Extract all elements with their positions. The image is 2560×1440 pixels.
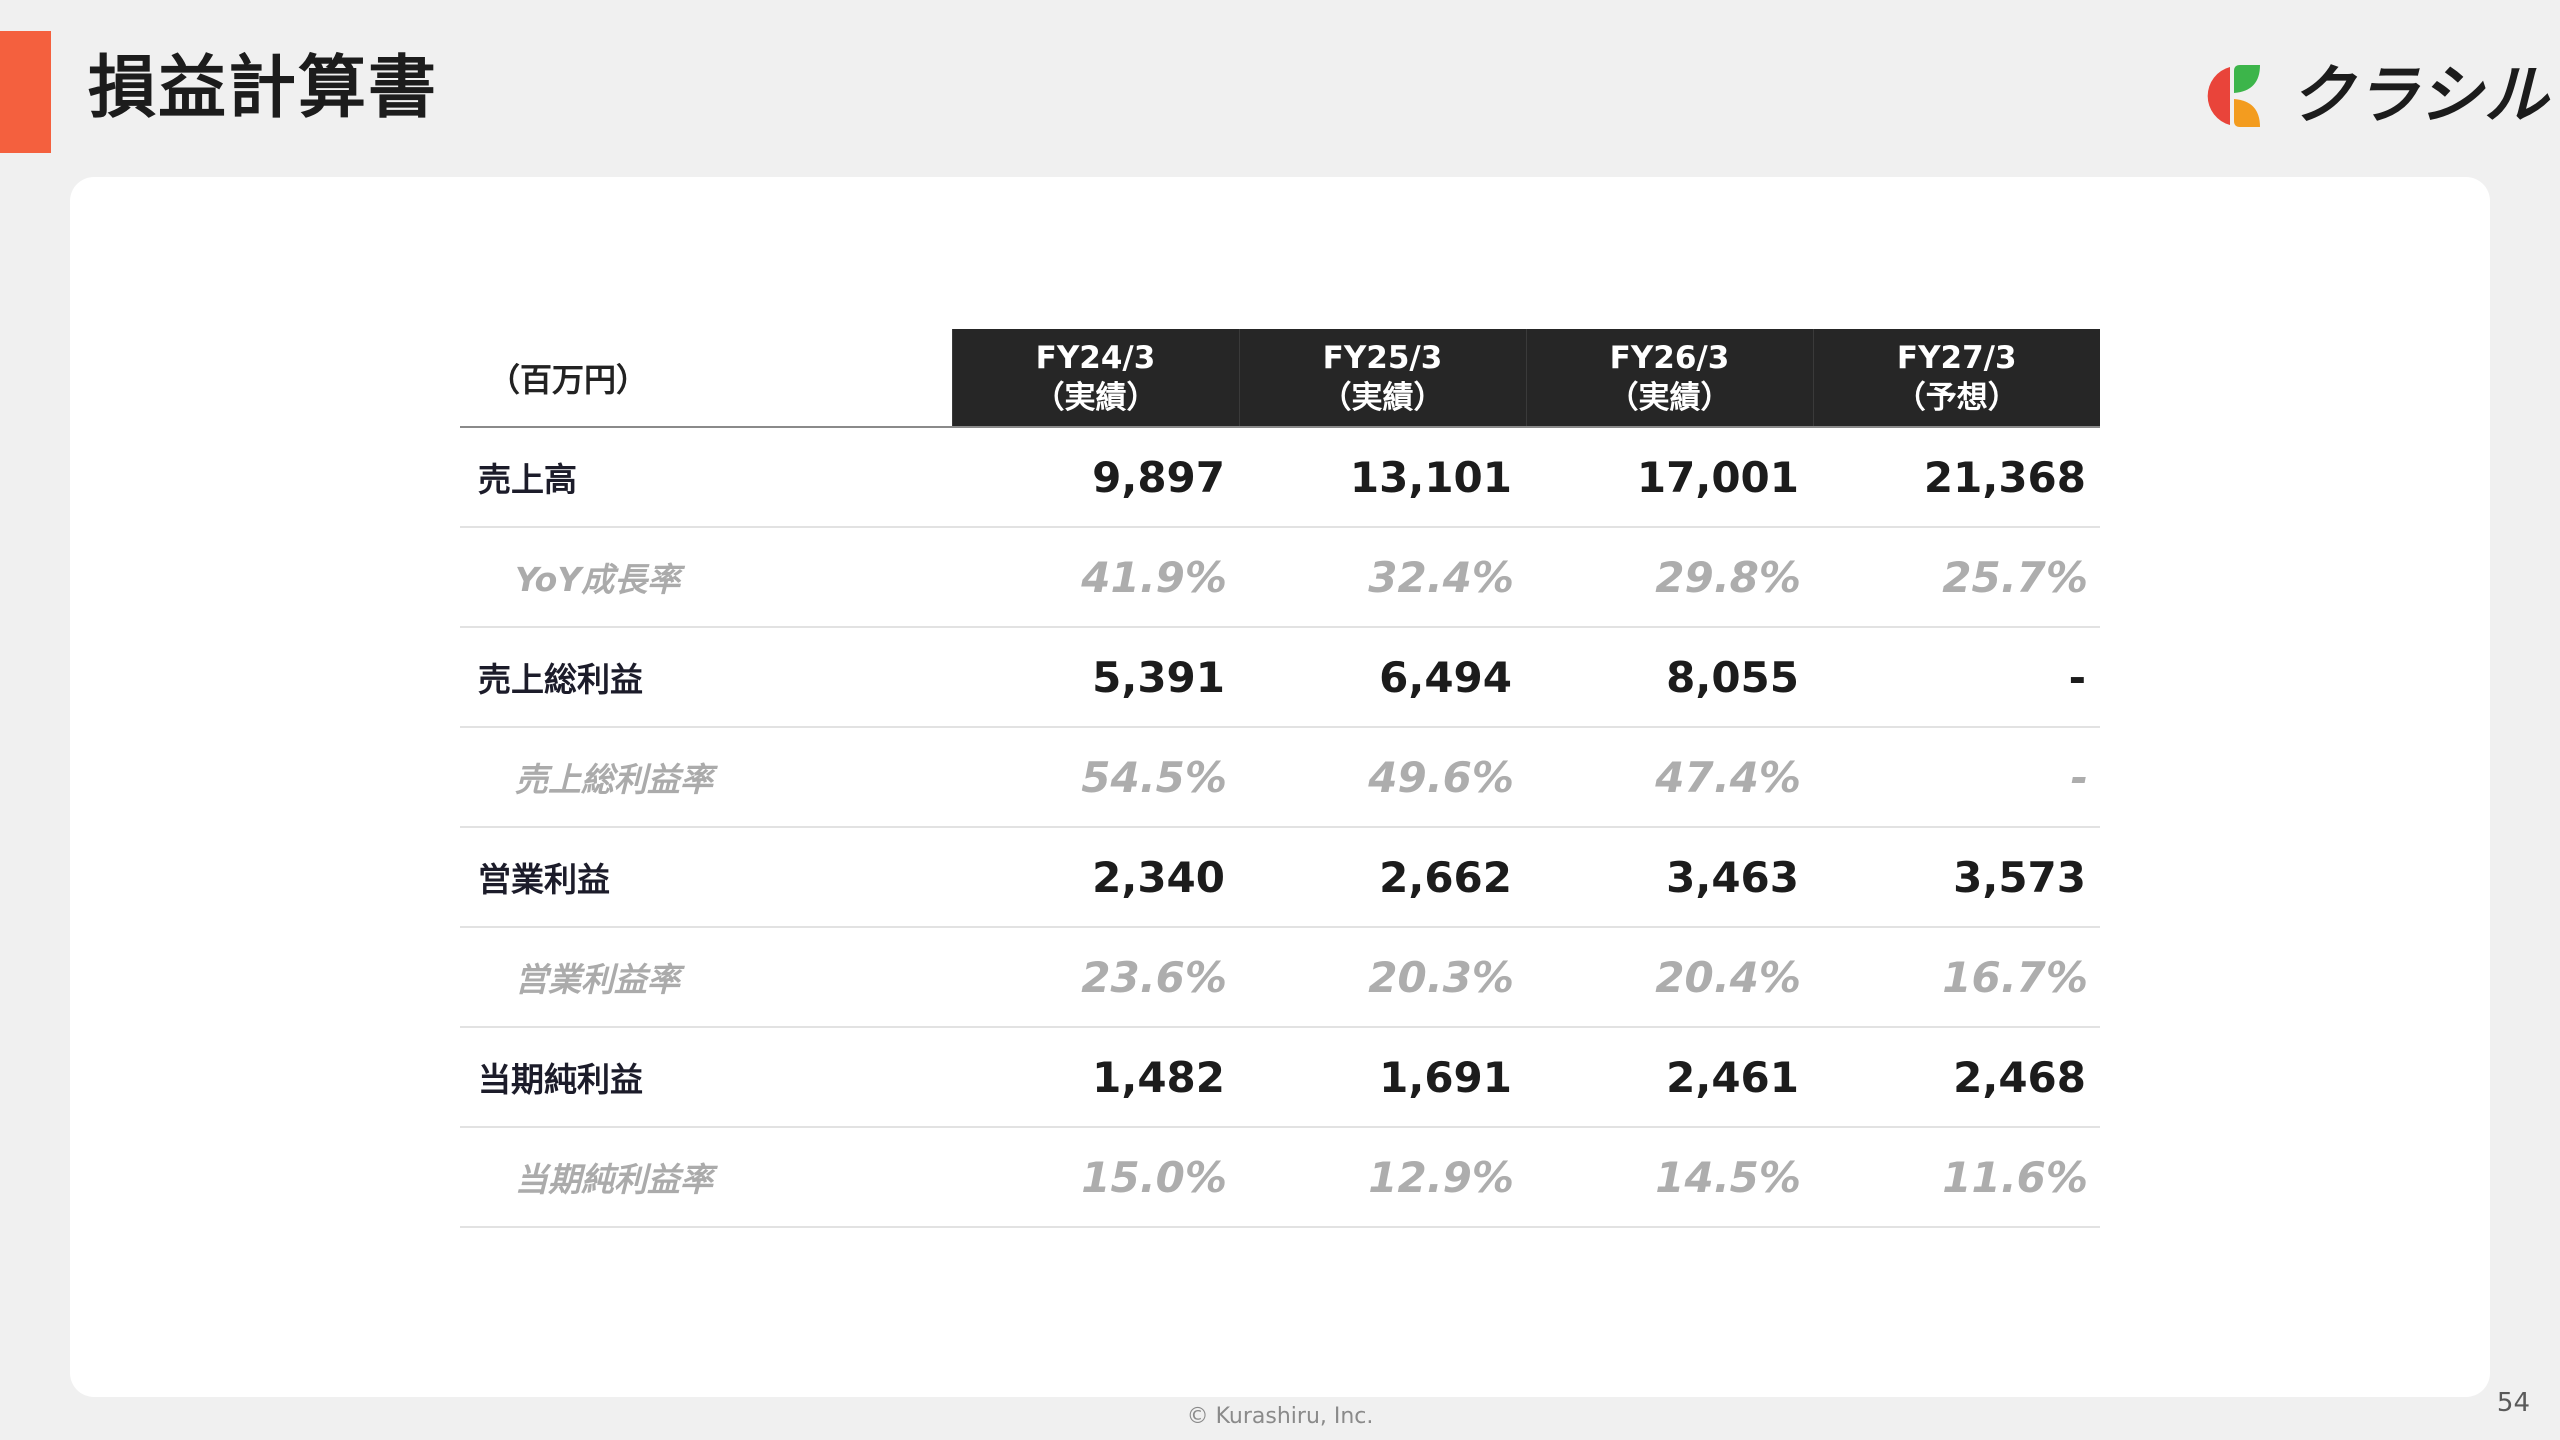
- table-cell: 47.4%: [1526, 727, 1813, 828]
- column-header: FY24/3 （実績）: [951, 329, 1239, 428]
- table-cell: 8,055: [1526, 627, 1813, 728]
- column-period: FY24/3: [1035, 339, 1156, 376]
- kurashiru-k-icon: [2207, 65, 2260, 127]
- income-statement-table: （百万円） FY24/3 （実績） FY25/3 （実績） FY26/3 （実績…: [460, 329, 2100, 1228]
- table-cell: 13,101: [1239, 427, 1526, 528]
- table-cell: 2,662: [1239, 827, 1526, 928]
- row-label: 売上高: [460, 427, 952, 528]
- table-cell: 15.0%: [952, 1127, 1239, 1228]
- kurashiru-logo: クラシル: [2196, 56, 2549, 136]
- table-cell: 5,391: [952, 627, 1239, 728]
- table-row: 営業利益 2,340 2,662 3,463 3,573: [460, 827, 2100, 928]
- row-label: 営業利益: [460, 827, 952, 928]
- page-title: 損益計算書: [88, 49, 439, 128]
- table-row: YoY成長率 41.9% 32.4% 29.8% 25.7%: [460, 527, 2100, 628]
- unit-label: （百万円）: [460, 329, 952, 428]
- row-label: 売上総利益率: [460, 727, 952, 828]
- column-period: FY26/3: [1609, 339, 1730, 376]
- page-number: 54: [2496, 1388, 2530, 1418]
- row-label: 当期純利益率: [460, 1127, 952, 1228]
- table-cell: 3,463: [1526, 827, 1813, 928]
- table-cell: 49.6%: [1239, 727, 1526, 828]
- table-row: 当期純利益 1,482 1,691 2,461 2,468: [460, 1027, 2100, 1128]
- table-cell: 29.8%: [1526, 527, 1813, 628]
- row-label: YoY成長率: [460, 527, 952, 628]
- column-kind: （予想）: [1894, 379, 2019, 416]
- column-header: FY25/3 （実績）: [1238, 329, 1526, 428]
- column-period: FY27/3: [1896, 339, 2017, 376]
- logo-wordmark: クラシル: [2290, 59, 2549, 133]
- table-cell: 14.5%: [1526, 1127, 1813, 1228]
- row-label: 当期純利益: [460, 1027, 952, 1128]
- table-cell: 25.7%: [1813, 527, 2100, 628]
- table-cell: 23.6%: [952, 927, 1239, 1028]
- table-cell: 54.5%: [952, 727, 1239, 828]
- table-cell: 6,494: [1239, 627, 1526, 728]
- table-cell: 2,340: [952, 827, 1239, 928]
- column-header: FY26/3 （実績）: [1525, 329, 1813, 428]
- table-row: 当期純利益率 15.0% 12.9% 14.5% 11.6%: [460, 1127, 2100, 1228]
- column-period: FY25/3: [1322, 339, 1443, 376]
- title-accent-bar: [0, 31, 51, 153]
- table-cell: -: [1813, 627, 2100, 728]
- table-cell: 20.3%: [1239, 927, 1526, 1028]
- column-kind: （実績）: [1607, 379, 1732, 416]
- table-cell: 2,468: [1813, 1027, 2100, 1128]
- table-cell: 1,482: [952, 1027, 1239, 1128]
- table-header-row: （百万円） FY24/3 （実績） FY25/3 （実績） FY26/3 （実績…: [460, 329, 2100, 428]
- table-cell: 17,001: [1526, 427, 1813, 528]
- table-cell: 32.4%: [1239, 527, 1526, 628]
- table-cell: -: [1813, 727, 2100, 828]
- table-row: 売上総利益率 54.5% 49.6% 47.4% -: [460, 727, 2100, 828]
- table-cell: 12.9%: [1239, 1127, 1526, 1228]
- row-label: 売上総利益: [460, 627, 952, 728]
- table-cell: 2,461: [1526, 1027, 1813, 1128]
- table-cell: 1,691: [1239, 1027, 1526, 1128]
- table-row: 売上高 9,897 13,101 17,001 21,368: [460, 427, 2100, 528]
- table-cell: 20.4%: [1526, 927, 1813, 1028]
- table-cell: 41.9%: [952, 527, 1239, 628]
- row-label: 営業利益率: [460, 927, 952, 1028]
- copyright-footer: © Kurashiru, Inc.: [1186, 1404, 1374, 1429]
- column-kind: （実績）: [1320, 379, 1445, 416]
- column-header: FY27/3 （予想）: [1812, 329, 2100, 428]
- table-cell: 9,897: [952, 427, 1239, 528]
- table-cell: 11.6%: [1813, 1127, 2100, 1228]
- table-cell: 16.7%: [1813, 927, 2100, 1028]
- table-cell: 21,368: [1813, 427, 2100, 528]
- table-cell: 3,573: [1813, 827, 2100, 928]
- table-row: 営業利益率 23.6% 20.3% 20.4% 16.7%: [460, 927, 2100, 1028]
- table-row: 売上総利益 5,391 6,494 8,055 -: [460, 627, 2100, 728]
- column-kind: （実績）: [1033, 379, 1158, 416]
